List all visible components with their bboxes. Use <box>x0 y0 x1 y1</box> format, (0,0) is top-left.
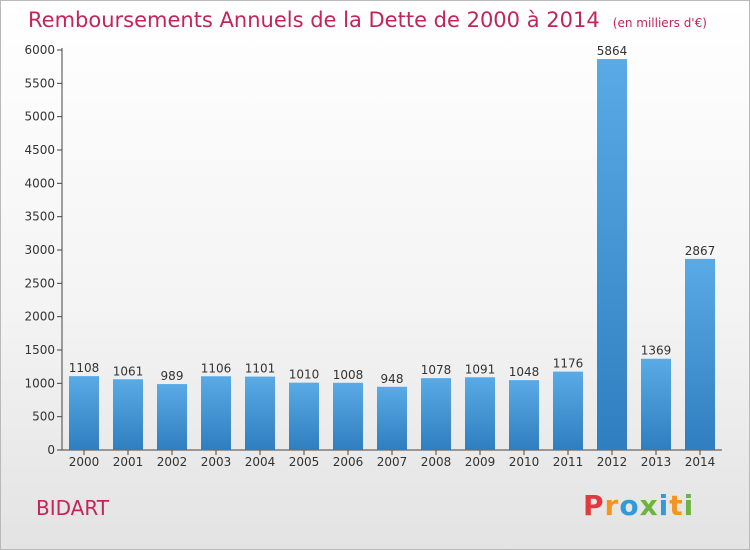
data-label: 989 <box>161 369 184 383</box>
bar-2012 <box>597 59 627 451</box>
x-tick-label: 2013 <box>641 455 672 469</box>
data-label: 1091 <box>465 362 496 376</box>
x-tick-label: 2004 <box>245 455 276 469</box>
y-tick-label: 3500 <box>24 210 55 224</box>
data-label: 1048 <box>509 365 540 379</box>
x-tick-label: 2008 <box>421 455 452 469</box>
proxiti-logo[interactable]: Proxiti <box>583 489 694 522</box>
bar-2004 <box>245 376 275 450</box>
bar-2014 <box>685 258 715 450</box>
x-tick-label: 2005 <box>289 455 320 469</box>
data-label: 5864 <box>597 44 628 58</box>
y-tick-label: 6000 <box>24 43 55 57</box>
data-label: 1078 <box>421 363 452 377</box>
chart-title: Remboursements Annuels de la Dette de 20… <box>28 8 707 32</box>
chart-unit-note: (en milliers d'€) <box>612 16 707 30</box>
y-tick-label: 0 <box>47 443 55 457</box>
data-label: 1106 <box>201 361 232 375</box>
data-label: 1369 <box>641 344 672 358</box>
data-label: 1010 <box>289 368 320 382</box>
y-tick-label: 500 <box>32 410 55 424</box>
bar-2008 <box>421 378 451 450</box>
bar-2001 <box>113 379 143 450</box>
bar-2000 <box>69 376 99 450</box>
x-tick-label: 2000 <box>69 455 100 469</box>
x-tick-label: 2007 <box>377 455 408 469</box>
y-tick-label: 3000 <box>24 243 55 257</box>
chart-data-labels: 1108 1061 989 1106 1101 1010 1008 948 1078 1091 10… <box>69 44 716 386</box>
chart-title-main: Remboursements Annuels de la Dette de 20… <box>28 8 600 32</box>
y-tick-label: 5000 <box>24 110 55 124</box>
logo-letter: x <box>639 489 659 522</box>
logo-letter: r <box>604 489 620 522</box>
logo-letter: o <box>619 489 640 522</box>
y-tick-label: 4500 <box>24 143 55 157</box>
commune-name: BIDART <box>36 496 110 520</box>
y-tick-label: 1000 <box>24 376 55 390</box>
bar-2003 <box>201 376 231 450</box>
data-label: 1108 <box>69 361 100 375</box>
bar-2006 <box>333 382 363 450</box>
x-tick-label: 2002 <box>157 455 188 469</box>
x-tick-label: 2014 <box>685 455 716 469</box>
x-tick-label: 2012 <box>597 455 628 469</box>
x-tick-label: 2010 <box>509 455 540 469</box>
bar-2007 <box>377 386 407 450</box>
x-tick-label: 2009 <box>465 455 496 469</box>
y-tick-label: 4000 <box>24 176 55 190</box>
y-tick-label: 2500 <box>24 276 55 290</box>
bar-2011 <box>553 371 583 450</box>
x-tick-label: 2011 <box>553 455 584 469</box>
x-tick-label: 2006 <box>333 455 364 469</box>
chart-bars <box>69 59 715 451</box>
logo-letter: P <box>583 489 605 522</box>
data-label: 1061 <box>113 364 144 378</box>
bar-2013 <box>641 358 671 450</box>
data-label: 1008 <box>333 368 364 382</box>
data-label: 1176 <box>553 357 584 371</box>
x-tick-label: 2001 <box>113 455 144 469</box>
data-label: 2867 <box>685 244 716 258</box>
bar-2005 <box>289 382 319 450</box>
data-label: 948 <box>381 372 404 386</box>
x-tick-label: 2003 <box>201 455 232 469</box>
data-label: 1101 <box>245 362 276 376</box>
logo-letter: i <box>658 489 670 522</box>
y-tick-label: 2000 <box>24 310 55 324</box>
y-tick-label: 5500 <box>24 76 55 90</box>
y-tick-label: 1500 <box>24 343 55 357</box>
bar-2010 <box>509 380 539 450</box>
logo-letter: i <box>683 489 695 522</box>
bar-2002 <box>157 384 187 450</box>
bar-2009 <box>465 377 495 450</box>
logo-letter: t <box>669 489 684 522</box>
